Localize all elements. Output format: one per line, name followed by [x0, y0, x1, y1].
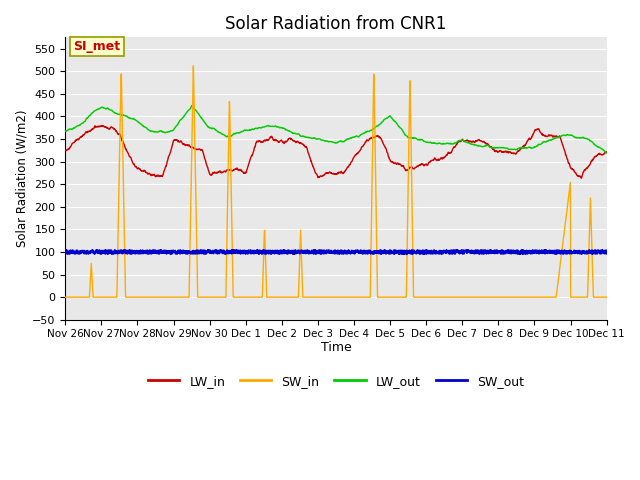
SW_out: [588, 249, 595, 254]
SW_in: [189, 63, 197, 69]
SW_out: [311, 248, 319, 253]
LW_out: [310, 135, 318, 141]
SW_out: [603, 251, 611, 256]
LW_in: [588, 158, 595, 164]
SW_in: [603, 294, 611, 300]
Legend: LW_in, SW_in, LW_out, SW_out: LW_in, SW_in, LW_out, SW_out: [143, 370, 529, 393]
SW_out: [89, 248, 97, 253]
SW_in: [588, 223, 595, 228]
LW_out: [89, 110, 97, 116]
LW_out: [587, 138, 595, 144]
LW_in: [99, 122, 106, 128]
SW_out: [325, 250, 333, 255]
LW_in: [603, 149, 611, 155]
SW_in: [325, 294, 333, 300]
SW_in: [61, 294, 69, 300]
SW_out: [212, 247, 220, 253]
LW_in: [588, 159, 595, 165]
Line: LW_out: LW_out: [65, 106, 607, 153]
LW_out: [188, 103, 196, 108]
LW_in: [488, 144, 496, 150]
LW_in: [89, 126, 97, 132]
SW_out: [488, 249, 496, 255]
SW_in: [310, 294, 318, 300]
LW_in: [61, 147, 69, 153]
Title: Solar Radiation from CNR1: Solar Radiation from CNR1: [225, 15, 447, 33]
LW_in: [578, 175, 586, 181]
LW_out: [61, 128, 69, 134]
SW_out: [61, 250, 69, 256]
X-axis label: Time: Time: [321, 341, 351, 354]
SW_out: [102, 251, 109, 257]
SW_in: [488, 294, 496, 300]
SW_out: [588, 249, 595, 255]
LW_out: [325, 138, 333, 144]
Text: SI_met: SI_met: [74, 40, 120, 53]
Y-axis label: Solar Radiation (W/m2): Solar Radiation (W/m2): [15, 110, 28, 247]
SW_in: [89, 291, 97, 297]
LW_in: [325, 169, 333, 175]
Line: LW_in: LW_in: [65, 125, 607, 178]
LW_out: [488, 145, 496, 151]
SW_in: [587, 213, 595, 219]
LW_in: [310, 167, 318, 173]
LW_out: [588, 138, 595, 144]
LW_out: [603, 150, 611, 156]
Line: SW_in: SW_in: [65, 66, 607, 297]
Line: SW_out: SW_out: [65, 250, 607, 254]
